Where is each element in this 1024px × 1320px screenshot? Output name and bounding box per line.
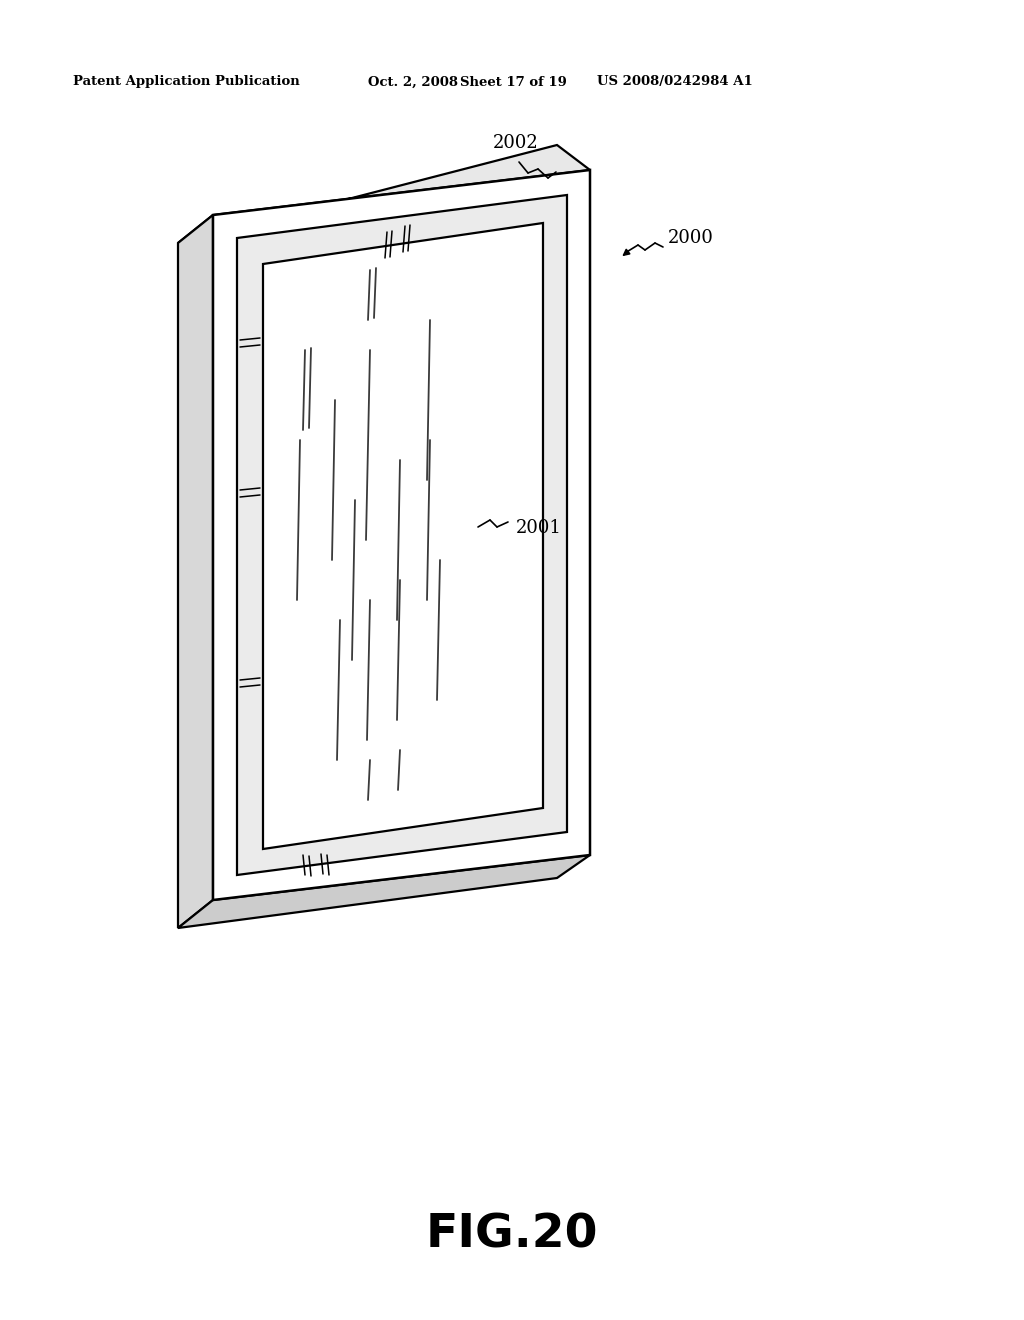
Text: Sheet 17 of 19: Sheet 17 of 19 (460, 75, 567, 88)
Polygon shape (237, 195, 567, 875)
Text: 2002: 2002 (493, 135, 539, 152)
Text: Patent Application Publication: Patent Application Publication (73, 75, 300, 88)
Polygon shape (263, 223, 543, 849)
Text: US 2008/0242984 A1: US 2008/0242984 A1 (597, 75, 753, 88)
Polygon shape (178, 855, 590, 928)
Text: 2001: 2001 (516, 519, 562, 537)
Text: 2000: 2000 (668, 228, 714, 247)
Polygon shape (178, 215, 213, 928)
Polygon shape (178, 145, 590, 243)
Text: Oct. 2, 2008: Oct. 2, 2008 (368, 75, 458, 88)
Polygon shape (213, 170, 590, 900)
Text: FIG.20: FIG.20 (426, 1213, 598, 1258)
